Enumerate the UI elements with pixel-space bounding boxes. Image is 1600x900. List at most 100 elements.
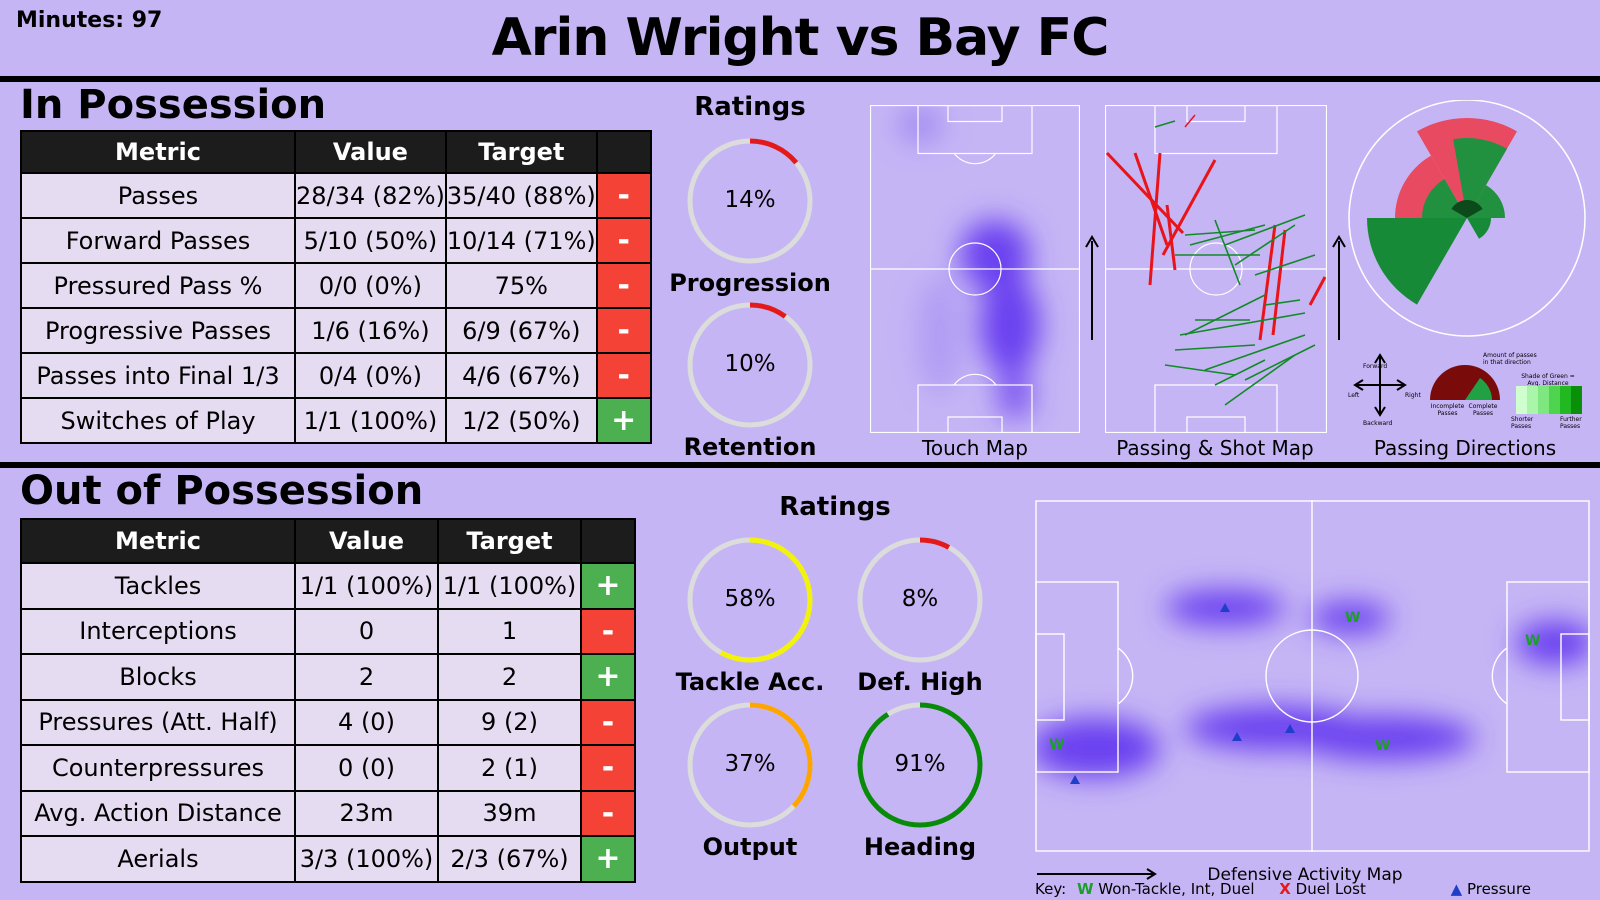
defensive-direction-arrow <box>1037 868 1157 880</box>
minutes-played: Minutes: 97 <box>16 8 163 33</box>
defensive-activity-map: W W W W <box>1035 500 1590 852</box>
key-lost: Duel Lost <box>1295 880 1366 898</box>
legend-wedge-icon <box>1430 365 1500 400</box>
key-label: Key: <box>1035 880 1067 898</box>
cell-metric: Pressured Pass % <box>20 262 296 309</box>
table-row: Progressive Passes 1/6 (16%) 6/9 (67%) - <box>20 307 652 354</box>
touch-pitch-lines <box>870 105 1080 433</box>
gauge-value: 91% <box>894 751 946 777</box>
legend-shade: Shade of Green = Avg. Distance <box>1521 373 1575 387</box>
table-row: Passes 28/34 (82%) 35/40 (88%) - <box>20 172 652 219</box>
rating-gauge <box>687 138 813 264</box>
legend-shorter: Shorter Passes <box>1511 416 1534 430</box>
cell-target: 1/1 (100%) <box>437 562 582 610</box>
pressure-icon: ▲ <box>1450 880 1463 898</box>
cell-target: 1/2 (50%) <box>444 397 598 444</box>
cell-target: 10/14 (71%) <box>444 217 598 264</box>
gauge-arc <box>687 302 813 428</box>
column-header: Metric <box>20 518 296 564</box>
pressure-markers <box>1070 603 1295 784</box>
in-possession-title: In Possession <box>20 82 327 128</box>
column-header: Value <box>294 518 439 564</box>
result-badge: - <box>595 172 652 219</box>
pass-pitch-lines <box>1105 105 1327 433</box>
wedge-forward-complete <box>1453 138 1507 218</box>
cell-metric: Progressive Passes <box>20 307 296 354</box>
result-badge: - <box>595 262 652 309</box>
cell-value: 3/3 (100%) <box>294 835 439 883</box>
gauge-value: 37% <box>724 751 776 777</box>
cell-metric: Pressures (Att. Half) <box>20 698 296 746</box>
cell-value: 1/1 (100%) <box>294 397 447 444</box>
gauge-label: Retention <box>683 433 817 461</box>
passing-directions-label: Passing Directions <box>1373 436 1557 460</box>
in-possession-ratings-title: Ratings <box>694 92 806 122</box>
gauge-arc <box>687 702 813 828</box>
cell-metric: Forward Passes <box>20 217 296 264</box>
column-header <box>595 130 652 174</box>
legend-forward: Forward <box>1363 363 1388 370</box>
gauge-arc <box>857 537 983 663</box>
table-row: Counterpressures 0 (0) 2 (1) - <box>20 744 636 792</box>
gauge-arc <box>687 537 813 663</box>
rating-gauge <box>687 302 813 428</box>
cell-target: 75% <box>444 262 598 309</box>
cell-target: 2 (1) <box>437 744 582 792</box>
cell-value: 28/34 (82%) <box>294 172 447 219</box>
table-row: Aerials 3/3 (100%) 2/3 (67%) + <box>20 835 636 883</box>
gauge-label: Tackle Acc. <box>675 668 825 696</box>
table-row: Passes into Final 1/3 0/4 (0%) 4/6 (67%) - <box>20 352 652 399</box>
defensive-pitch-lines <box>1035 500 1590 852</box>
defensive-map-label: Defensive Activity Map <box>1207 865 1403 885</box>
in-possession-table: Metric Value Target Passes 28/34 (82%) 35/40 … <box>20 130 652 444</box>
page-title: Arin Wright vs Bay FC <box>491 8 1110 68</box>
column-header: Target <box>437 518 582 564</box>
out-of-possession-table: Metric Value Target Tackles 1/1 (100%) 1/1 (1… <box>20 518 636 883</box>
gauge-value: 58% <box>724 586 776 612</box>
table-row: Tackles 1/1 (100%) 1/1 (100%) + <box>20 562 636 610</box>
gauge-label: Output <box>702 833 798 861</box>
gauge-value: 10% <box>724 351 776 377</box>
touch-map <box>870 105 1080 433</box>
lost-icon: X <box>1279 880 1291 898</box>
cell-value: 2 <box>294 653 439 701</box>
cell-value: 23m <box>294 789 439 837</box>
svg-text:W: W <box>1525 633 1540 649</box>
cell-target: 2 <box>437 653 582 701</box>
result-badge: + <box>580 835 636 883</box>
gauge-label: Heading <box>863 833 977 861</box>
svg-text:W: W <box>1345 610 1360 626</box>
table-row: Interceptions 0 1- <box>20 607 636 655</box>
legend-left: Left <box>1348 392 1360 399</box>
column-header: Metric <box>20 130 296 174</box>
cell-metric: Aerials <box>20 835 296 883</box>
cell-value: 5/10 (50%) <box>294 217 447 264</box>
touch-map-label: Touch Map <box>922 436 1028 460</box>
out-of-possession-title: Out of Possession <box>20 468 424 514</box>
cell-value: 1/1 (100%) <box>294 562 439 610</box>
gauge-label: Def. High <box>857 668 983 696</box>
passing-directions-radar <box>1348 100 1586 337</box>
won-icon: W <box>1076 880 1094 898</box>
cell-metric: Blocks <box>20 653 296 701</box>
complete-passes <box>1154 120 1316 406</box>
cell-metric: Interceptions <box>20 607 296 655</box>
cell-target: 4/6 (67%) <box>444 352 598 399</box>
cell-metric: Passes <box>20 172 296 219</box>
cell-target: 1 <box>437 607 582 655</box>
cell-value: 0/0 (0%) <box>294 262 447 309</box>
cell-metric: Passes into Final 1/3 <box>20 352 296 399</box>
gauge-arc <box>687 138 813 264</box>
top-divider <box>0 76 1600 82</box>
result-badge: + <box>580 653 636 701</box>
result-badge: + <box>595 397 652 444</box>
column-header <box>580 518 636 564</box>
gauge-label: Progression <box>669 269 831 297</box>
result-badge: - <box>595 307 652 354</box>
svg-text:W: W <box>1375 738 1390 754</box>
result-badge: - <box>580 789 636 837</box>
result-badge: - <box>595 352 652 399</box>
legend-amount: Amount of passes in that direction <box>1483 352 1537 366</box>
cell-value: 4 (0) <box>294 698 439 746</box>
column-header: Value <box>294 130 447 174</box>
